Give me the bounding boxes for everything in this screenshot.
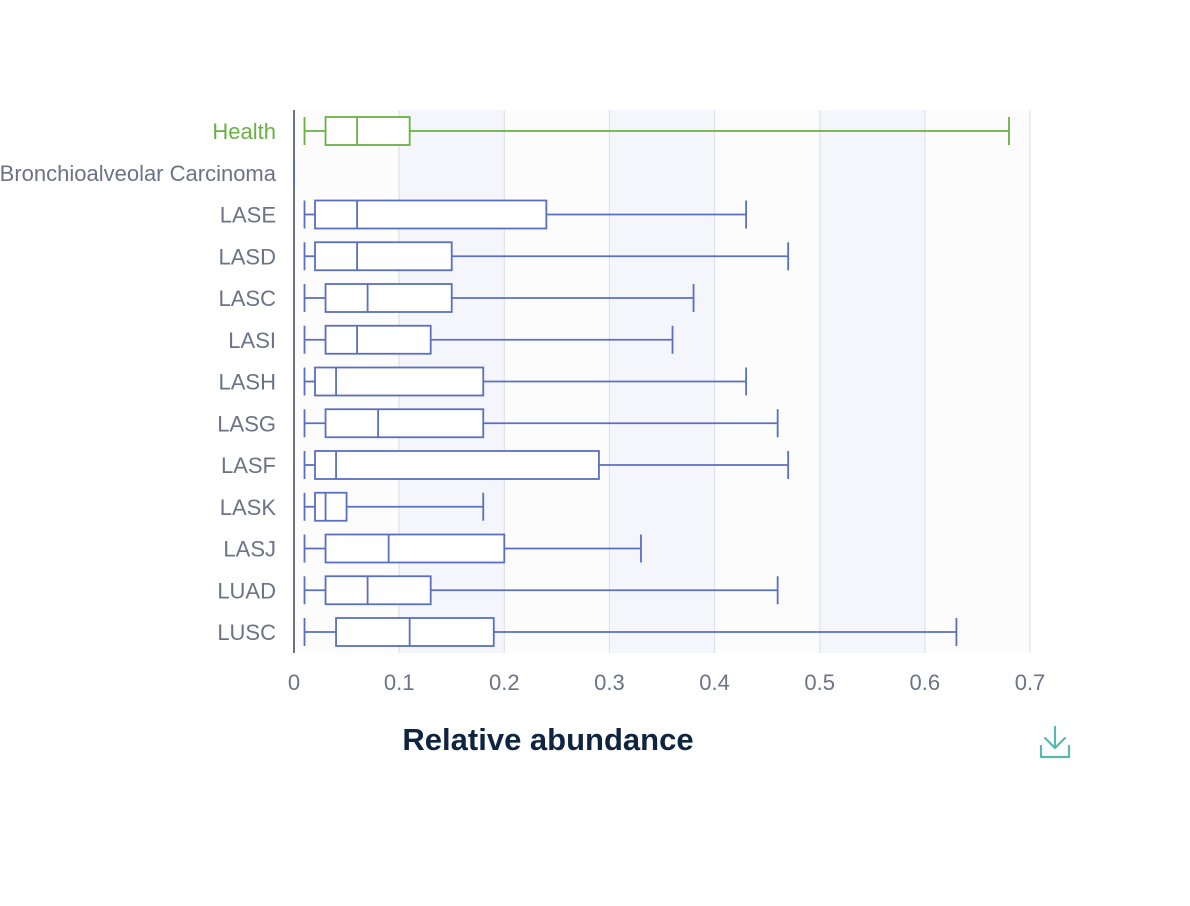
y-category-label: LASI	[228, 328, 276, 353]
x-tick-label: 0.5	[804, 670, 835, 695]
box-body	[314, 491, 348, 522]
grid-band	[924, 110, 1030, 653]
y-category-label: Bronchioalveolar Carcinoma	[0, 161, 277, 186]
box-body	[324, 324, 432, 355]
x-tick-label: 0.3	[594, 670, 625, 695]
box-body	[314, 366, 485, 397]
x-tick-label: 0	[288, 670, 300, 695]
x-tick-label: 0.7	[1015, 670, 1046, 695]
y-category-label: Health	[212, 119, 276, 144]
y-category-label: LUSC	[217, 620, 276, 645]
x-tick-label: 0.4	[699, 670, 730, 695]
box-body	[324, 116, 411, 146]
y-category-label: LASK	[220, 495, 277, 520]
box-body	[324, 575, 432, 606]
grid-band	[819, 110, 925, 653]
box-body	[324, 283, 453, 313]
y-category-label: LASC	[219, 286, 277, 311]
box-body	[314, 241, 453, 272]
y-category-label: LASE	[220, 203, 276, 228]
download-button[interactable]	[1037, 724, 1073, 760]
box-body	[335, 617, 495, 647]
box-body	[314, 450, 600, 480]
y-category-label: LUAD	[217, 578, 276, 603]
x-tick-label: 0.2	[489, 670, 520, 695]
x-tick-label: 0.1	[384, 670, 415, 695]
y-category-label: LASD	[219, 244, 276, 269]
x-axis-title: Relative abundance	[402, 722, 694, 757]
y-category-label: LASJ	[223, 537, 276, 562]
download-icon	[1039, 725, 1071, 759]
x-tick-label: 0.6	[910, 670, 941, 695]
box-body	[324, 533, 506, 564]
y-category-label: LASH	[219, 370, 276, 395]
box-body	[324, 408, 485, 439]
box-body	[314, 199, 548, 230]
y-category-label: LASG	[217, 411, 276, 436]
y-category-label: LASF	[221, 453, 276, 478]
